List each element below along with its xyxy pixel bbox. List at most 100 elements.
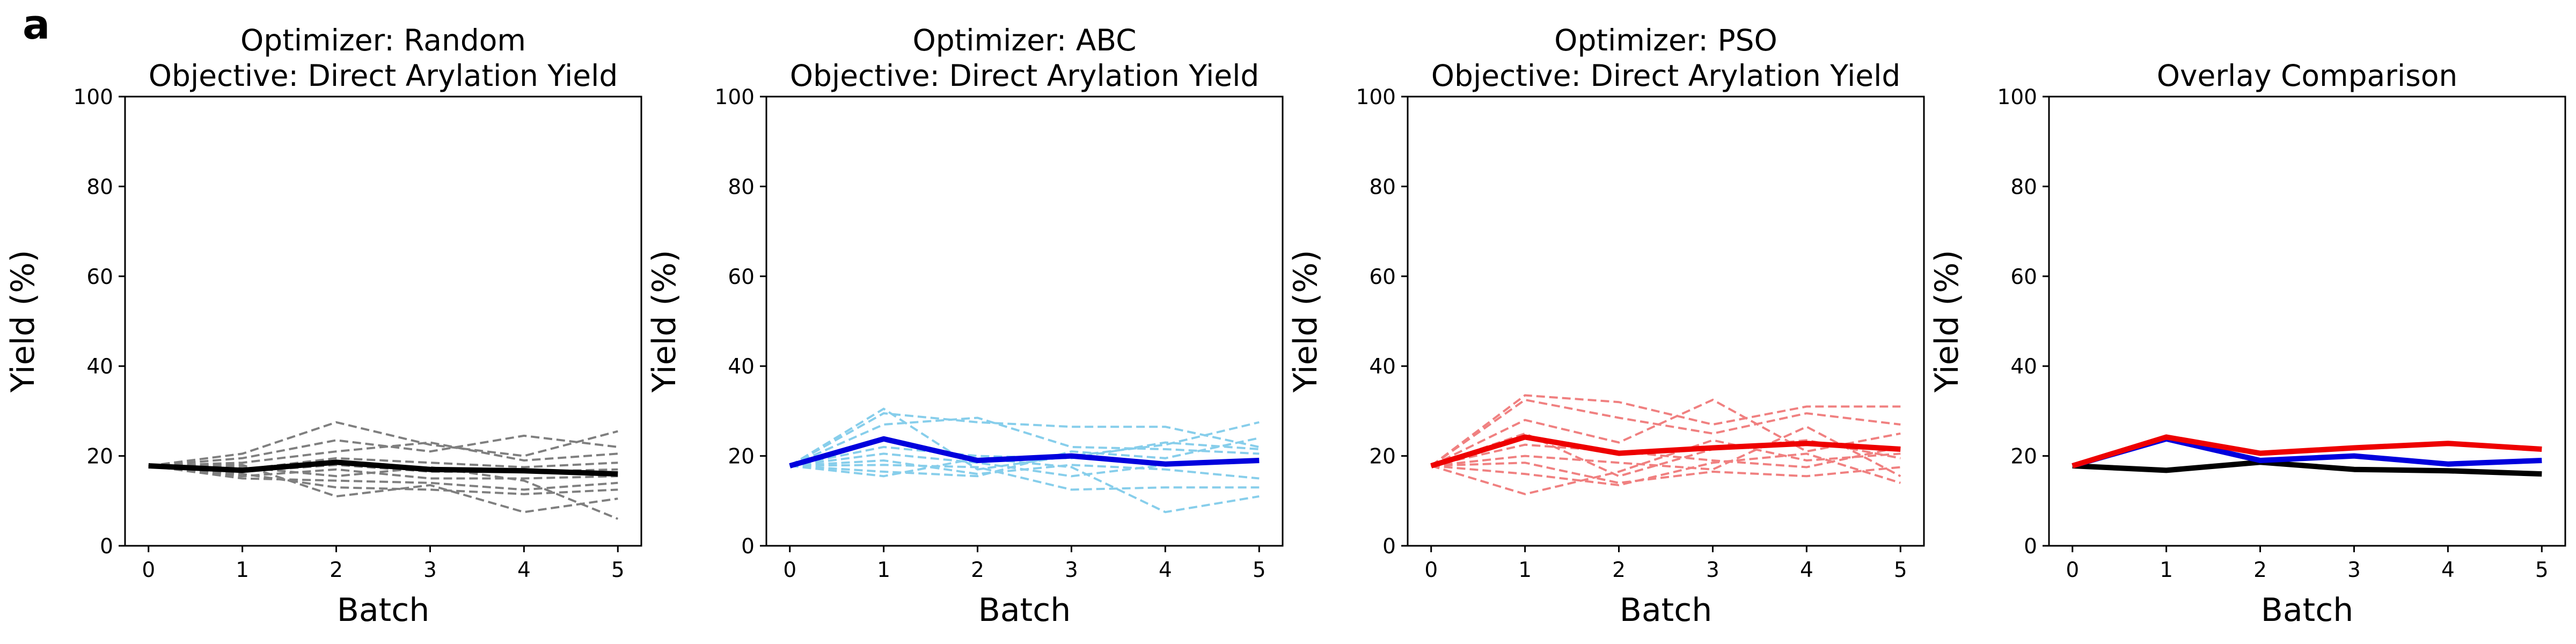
y-tick-label: 0 [2024, 535, 2037, 559]
individual-run-line-1 [148, 421, 618, 467]
x-tick-label: 3 [423, 558, 437, 582]
individual-run-line-2 [789, 412, 1260, 467]
x-tick-label: 2 [330, 558, 343, 582]
x-tick-label: 3 [1065, 558, 1078, 582]
individual-run-line-7 [1431, 462, 1901, 484]
x-tick-label: 4 [2441, 558, 2455, 582]
x-axis-label: Batch [978, 591, 1071, 629]
x-tick-label: 5 [1894, 558, 1907, 582]
y-axis-label: Yield (%) [1928, 250, 1966, 393]
x-axis-label: Batch [2261, 591, 2353, 629]
y-tick-label: 80 [2010, 175, 2037, 199]
x-tick-label: 1 [236, 558, 249, 582]
x-tick-label: 0 [142, 558, 155, 582]
individual-run-line-5 [1431, 443, 1901, 469]
x-tick-label: 2 [2253, 558, 2267, 582]
y-tick-label: 0 [100, 535, 113, 559]
chart-panel-4: Overlay Comparison 0 20 40 60 80 100 0 1 2 3 4 5 Batc… [1928, 58, 2566, 629]
individual-run-line-9 [148, 464, 618, 514]
y-tick-label: 60 [86, 265, 113, 289]
y-tick-label: 40 [2010, 355, 2037, 379]
axes-frame [1407, 96, 1925, 547]
x-tick-label: 1 [2160, 558, 2173, 582]
individual-run-line-7 [148, 465, 618, 491]
individual-run-line-2 [1430, 398, 1901, 467]
x-tick-label: 0 [1424, 558, 1438, 582]
y-tick-label: 100 [715, 85, 755, 109]
x-tick-label: 3 [2347, 558, 2361, 582]
individual-run-line-8 [789, 457, 1260, 514]
x-tick-label: 2 [971, 558, 984, 582]
mean-line [1430, 434, 1901, 469]
x-axis-label: Batch [1620, 591, 1712, 629]
x-tick-label: 3 [1706, 558, 1719, 582]
y-tick-label: 100 [1356, 85, 1396, 109]
individual-run-line-3 [1430, 398, 1901, 467]
mean-line [789, 436, 1260, 469]
individual-run-line-3 [789, 416, 1260, 467]
individual-run-line-7 [789, 464, 1260, 491]
axes-frame [2048, 96, 2566, 547]
chart-title-line-1: Optimizer: Random [240, 23, 526, 57]
y-tick-label: 20 [728, 445, 755, 469]
y-tick-label: 60 [728, 265, 755, 289]
chart-title-line-1: Optimizer: PSO [1554, 23, 1777, 57]
x-tick-label: 4 [1159, 558, 1172, 582]
individual-run-line-6 [789, 459, 1260, 480]
x-tick-label: 5 [611, 558, 625, 582]
series-line-1 [2072, 459, 2542, 477]
panel-letter: a [23, 1, 50, 48]
chart-title-line-2: Objective: Direct Arylation Yield [790, 58, 1260, 93]
y-tick-label: 60 [2010, 265, 2037, 289]
y-axis-label: Yield (%) [4, 250, 42, 393]
y-tick-label: 100 [1997, 85, 2037, 109]
y-tick-label: 80 [86, 175, 113, 199]
chart-title-line-2: Objective: Direct Arylation Yield [1431, 58, 1901, 93]
chart-title-line-1: Overlay Comparison [2157, 58, 2458, 93]
y-axis-label: Yield (%) [1287, 250, 1324, 393]
individual-run-line-4 [1431, 432, 1901, 478]
individual-run-line-9 [1431, 439, 1901, 495]
individual-run-line-1 [1430, 394, 1901, 467]
individual-run-line-8 [1431, 452, 1901, 487]
chart-title-line-2: Objective: Direct Arylation Yield [149, 58, 618, 93]
individual-run-line-1 [789, 407, 1260, 471]
y-tick-label: 0 [1382, 535, 1396, 559]
x-tick-label: 1 [1518, 558, 1532, 582]
y-tick-label: 40 [86, 355, 113, 379]
x-tick-label: 4 [1800, 558, 1813, 582]
x-tick-label: 2 [1612, 558, 1626, 582]
y-tick-label: 20 [1369, 445, 1396, 469]
x-tick-label: 5 [2535, 558, 2549, 582]
axes-frame [124, 96, 642, 547]
y-tick-label: 100 [74, 85, 113, 109]
y-tick-label: 20 [2010, 445, 2037, 469]
individual-run-line-6 [1431, 425, 1901, 478]
y-tick-label: 40 [728, 355, 755, 379]
x-tick-label: 4 [517, 558, 531, 582]
y-tick-label: 60 [1369, 265, 1396, 289]
mean-line [148, 459, 618, 477]
x-tick-label: 5 [1253, 558, 1266, 582]
series-line-3 [2072, 434, 2542, 469]
y-axis-label: Yield (%) [646, 250, 683, 393]
y-tick-label: 80 [728, 175, 755, 199]
chart-title-line-1: Optimizer: ABC [912, 23, 1136, 57]
x-tick-label: 0 [2066, 558, 2079, 582]
individual-run-line-2 [148, 434, 618, 467]
individual-run-line-9 [789, 437, 1260, 478]
y-tick-label: 0 [741, 535, 755, 559]
y-tick-label: 80 [1369, 175, 1396, 199]
axes-frame [765, 96, 1284, 547]
individual-run-line-8 [148, 465, 618, 495]
x-tick-label: 0 [783, 558, 796, 582]
x-tick-label: 1 [877, 558, 890, 582]
x-axis-label: Batch [337, 591, 429, 629]
individual-run-line-6 [148, 465, 618, 480]
y-tick-label: 40 [1369, 355, 1396, 379]
individual-run-line-3 [148, 441, 618, 467]
